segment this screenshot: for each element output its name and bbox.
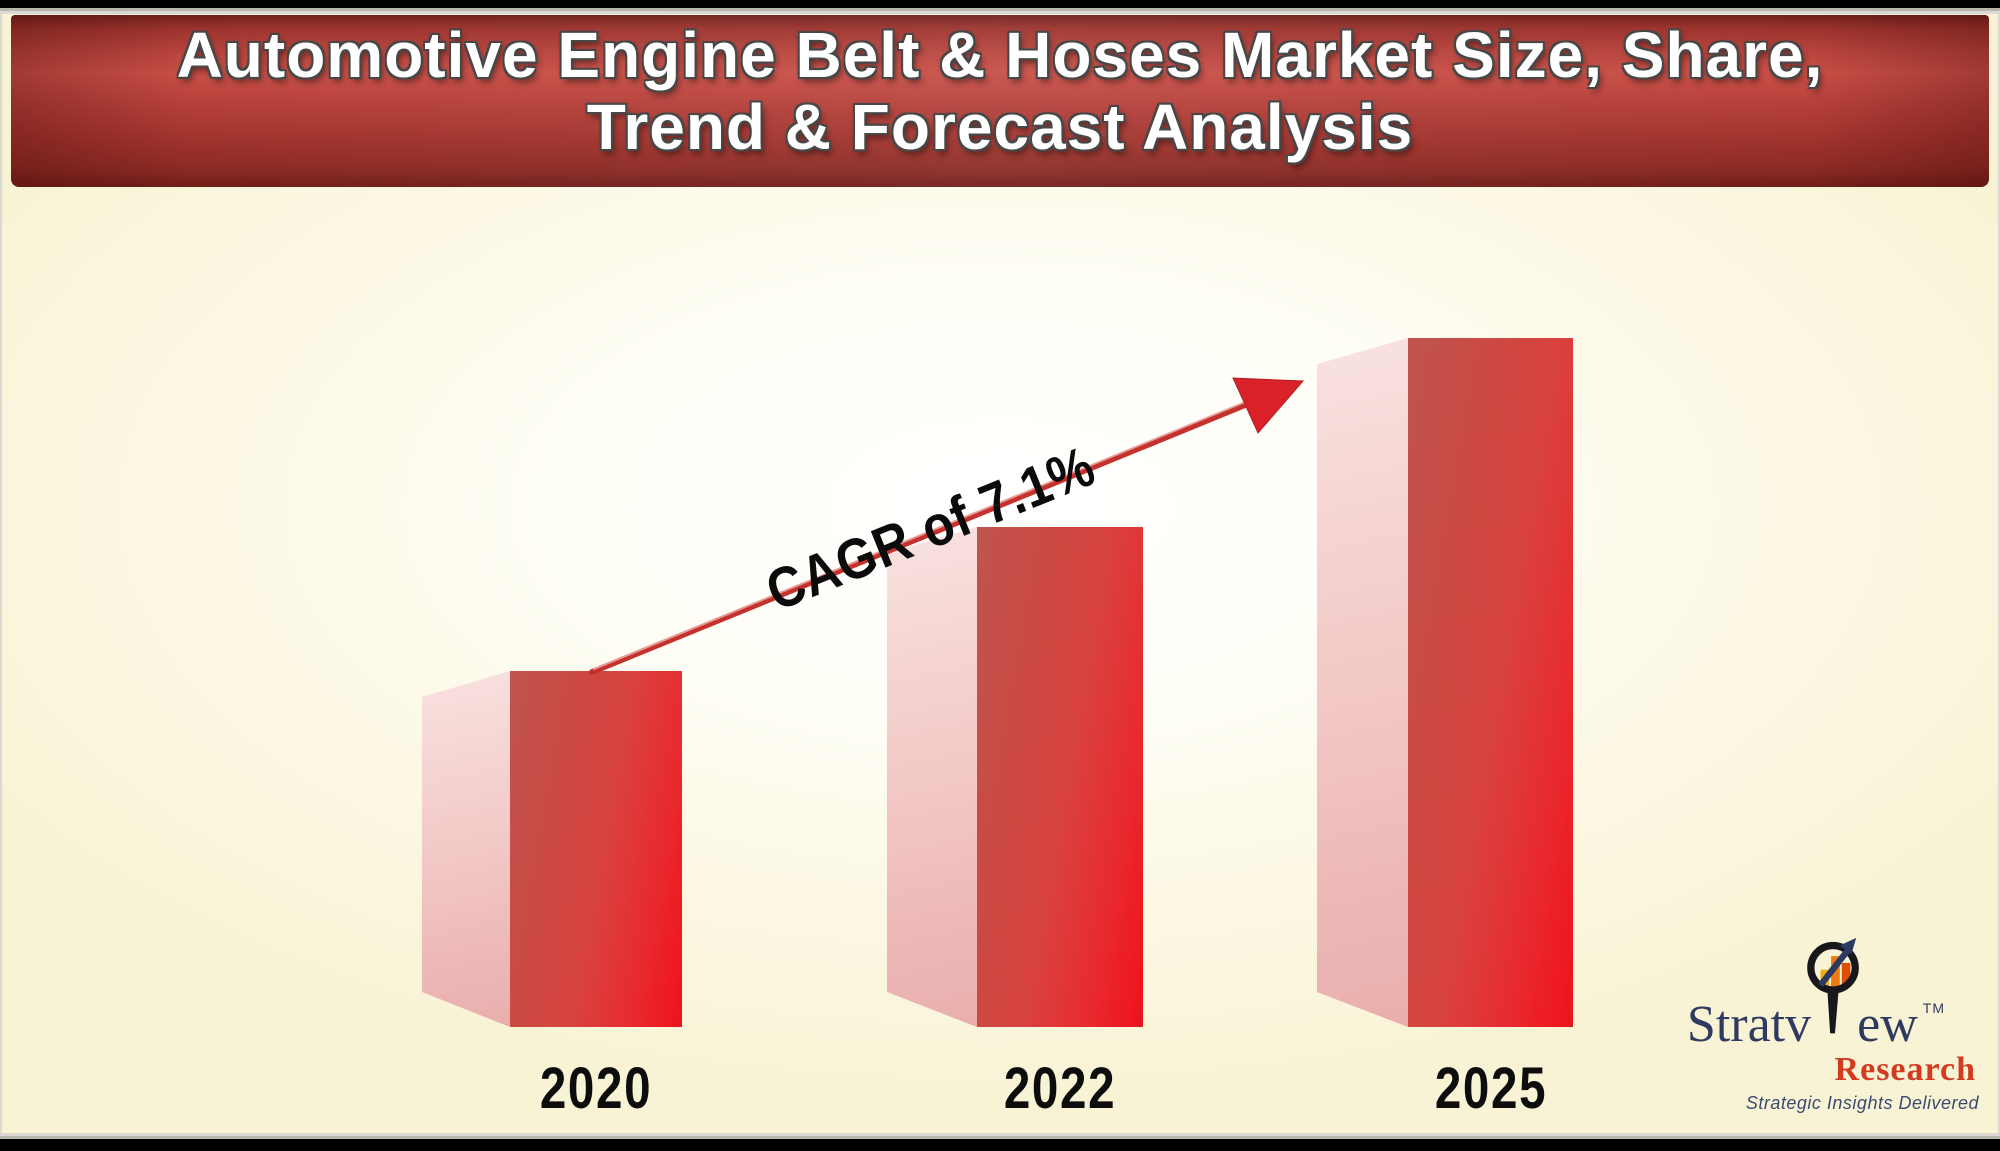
logo-bar-darkorange — [1841, 962, 1851, 988]
bar-front-2022 — [977, 527, 1143, 1027]
stratview-logo: Stratv ew TM Research Strategic Insights … — [1649, 937, 1979, 1114]
logo-trend-arrow-head — [1839, 937, 1857, 955]
page-title-line2: Trend & Forecast Analysis — [586, 91, 1414, 163]
magnifier-handle — [1827, 988, 1839, 1034]
magnifier-icon — [1807, 937, 1860, 1041]
chart-area: 2020 2022 2025 CAGR of 7.1% — [2, 14, 1998, 1133]
trademark-symbol: TM — [1922, 1000, 1945, 1016]
x-axis-label-2022: 2022 — [1003, 1056, 1117, 1121]
bar-side-2022 — [887, 527, 977, 1027]
logo-bar-orange — [1831, 956, 1840, 988]
title-banner: Automotive Engine Belt & Hoses Market Si… — [11, 15, 1989, 187]
logo-trend-arrow-shaft — [1818, 947, 1852, 988]
bar-front-2025 — [1408, 338, 1573, 1027]
bar-side-2025 — [1317, 338, 1408, 1027]
logo-tagline: Strategic Insights Delivered — [1745, 1093, 1979, 1113]
logo-brand-right: ew — [1857, 996, 1918, 1053]
bar-side-2020 — [422, 671, 510, 1027]
logo-brand-left: Stratv — [1686, 996, 1812, 1053]
growth-arrow-head — [1232, 377, 1305, 434]
logo-research-text: Research — [1834, 1051, 1976, 1088]
bar-front-2020 — [510, 671, 682, 1027]
x-axis-label-2020: 2020 — [539, 1056, 653, 1121]
slide-background: Automotive Engine Belt & Hoses Market Si… — [2, 14, 1998, 1133]
page-title-line1: Automotive Engine Belt & Hoses Market Si… — [176, 19, 1824, 91]
x-axis-label-2025: 2025 — [1434, 1056, 1547, 1121]
logo-brand-line: Stratv ew TM — [1649, 937, 1945, 1054]
